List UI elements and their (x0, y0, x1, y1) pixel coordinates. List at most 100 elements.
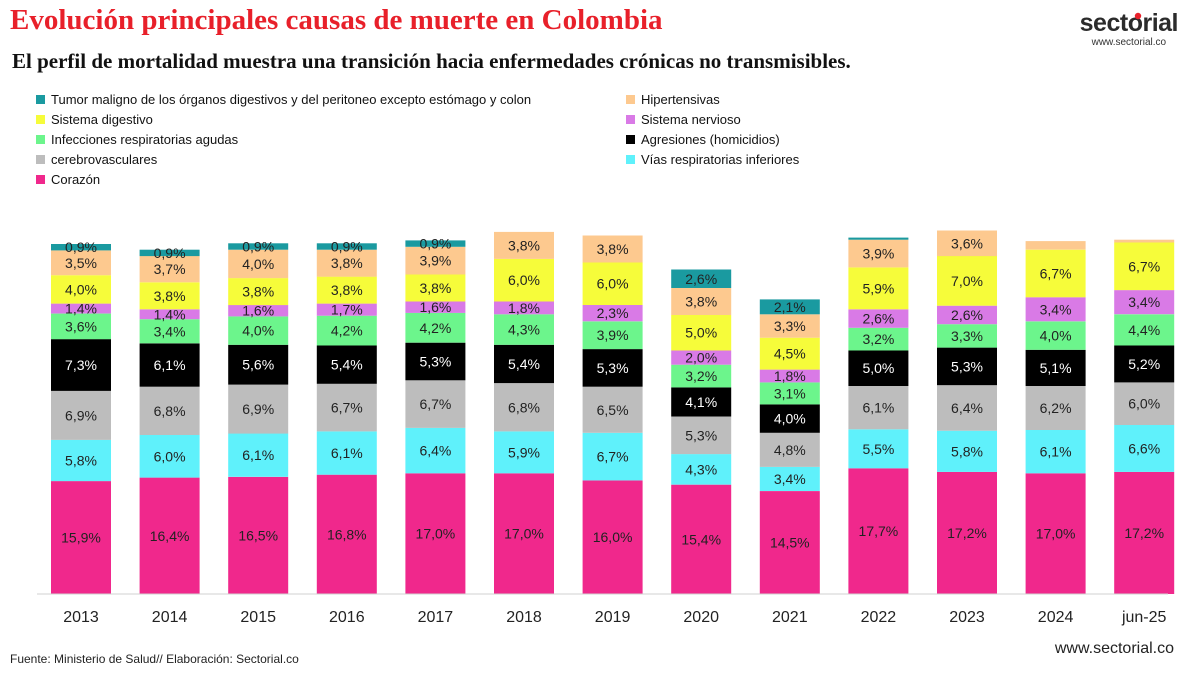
bar-segment (1025, 321, 1086, 350)
data-label: 3,7% (154, 261, 186, 277)
data-label: 6,0% (508, 272, 540, 288)
bar-segment (228, 278, 289, 306)
page-subtitle: El perfil de mortalidad muestra una tran… (12, 49, 851, 73)
bar-segment (139, 256, 200, 283)
legend-label: Sistema digestivo (51, 112, 153, 127)
bar-segment (1114, 471, 1175, 594)
data-label: 0,9% (331, 239, 363, 255)
legend-swatch (626, 135, 635, 144)
legend-item: cerebrovasculares (36, 152, 157, 167)
bar-segment (139, 249, 200, 257)
data-label: 14,5% (770, 535, 810, 551)
x-tick-label: 2014 (152, 609, 188, 626)
bar-segment (51, 244, 111, 251)
data-label: 3,3% (774, 318, 806, 334)
data-label: 6,7% (419, 396, 451, 412)
data-label: 4,8% (774, 442, 806, 458)
data-label: 3,8% (331, 282, 363, 298)
data-label: 1,8% (774, 368, 806, 384)
data-label: 5,3% (419, 354, 451, 370)
data-label: 6,1% (1040, 444, 1072, 460)
data-label: 6,7% (597, 449, 629, 465)
bar-segment (582, 349, 643, 387)
data-label: 15,9% (61, 530, 101, 546)
legend-swatch (36, 155, 45, 164)
bar-segment (1025, 241, 1086, 250)
legend-swatch (626, 115, 635, 124)
data-label: 4,4% (1128, 322, 1160, 338)
bar-segment (405, 380, 466, 428)
legend-item: Sistema nervioso (626, 112, 741, 127)
bar-segment (1025, 249, 1086, 298)
data-label: 3,1% (774, 385, 806, 401)
bar-segment (759, 432, 820, 467)
data-label: 16,0% (593, 529, 633, 545)
bar-segment (582, 262, 643, 305)
data-label: 6,7% (1040, 265, 1072, 281)
x-tick-label: 2020 (683, 609, 719, 626)
logo-accent-dot (1134, 12, 1142, 20)
bar-segment (582, 432, 643, 481)
data-label: 6,4% (419, 443, 451, 459)
bar-segment (937, 471, 997, 594)
data-label: 17,0% (504, 526, 544, 542)
data-label: 3,8% (419, 280, 451, 296)
data-label: 6,2% (1040, 400, 1072, 416)
data-label: 4,0% (1040, 328, 1072, 344)
x-tick-label: 2015 (240, 609, 276, 626)
data-label: 4,0% (242, 256, 274, 272)
bar-segment (316, 474, 377, 594)
bar-segment (405, 312, 466, 343)
legend-label: Hipertensivas (641, 92, 720, 107)
bar-segment (51, 481, 111, 594)
bar-segment (1114, 425, 1175, 472)
legend-item: Agresiones (homicidios) (626, 132, 780, 147)
bar-segment (228, 249, 289, 279)
data-label: 3,4% (1040, 301, 1072, 317)
data-label: 3,4% (1128, 294, 1160, 310)
bar-segment (405, 427, 466, 474)
data-label: 0,9% (419, 236, 451, 252)
legend-label: Infecciones respiratorias agudas (51, 132, 239, 147)
bar-segment (582, 305, 643, 322)
data-label: 15,4% (681, 531, 721, 547)
data-label: 4,2% (419, 320, 451, 336)
bar-segment (937, 385, 997, 431)
bar-segment (51, 250, 111, 276)
data-label: 4,5% (774, 346, 806, 362)
data-label: 3,8% (508, 237, 540, 253)
bar-segment (228, 433, 289, 477)
bar-segment (582, 386, 643, 433)
legend-label: Corazón (51, 172, 101, 187)
bar-segment (405, 246, 466, 275)
data-label: 4,3% (685, 461, 717, 477)
data-label: 7,3% (65, 357, 97, 373)
legend-swatch (626, 95, 635, 104)
x-tick-label: 2024 (1038, 609, 1074, 626)
data-label: 2,1% (774, 299, 806, 315)
bar-segment (671, 350, 732, 365)
data-label: 1,4% (154, 306, 186, 322)
data-label: 6,6% (1128, 440, 1160, 456)
bar-segment (848, 327, 909, 351)
data-label: 3,2% (862, 331, 894, 347)
bar-segment (1114, 239, 1175, 243)
bar-segment (848, 350, 909, 386)
bar-segment (228, 476, 289, 594)
bar-segment (848, 386, 909, 430)
bar-segment (51, 313, 111, 340)
bar-segment (316, 249, 377, 277)
data-label: 6,0% (597, 276, 629, 292)
bar-segment (494, 431, 554, 474)
data-label: 5,8% (951, 443, 983, 459)
legend-swatch (36, 175, 45, 184)
data-label: 3,6% (951, 235, 983, 251)
bar-segment (51, 390, 111, 440)
data-label: 3,8% (242, 284, 274, 300)
brand-logo: sectorial www.sectorial.co (1080, 10, 1179, 48)
bar-segment (316, 243, 377, 250)
data-label: 6,0% (1128, 396, 1160, 412)
bar-segment (1114, 345, 1175, 383)
data-label: 1,6% (242, 303, 274, 319)
